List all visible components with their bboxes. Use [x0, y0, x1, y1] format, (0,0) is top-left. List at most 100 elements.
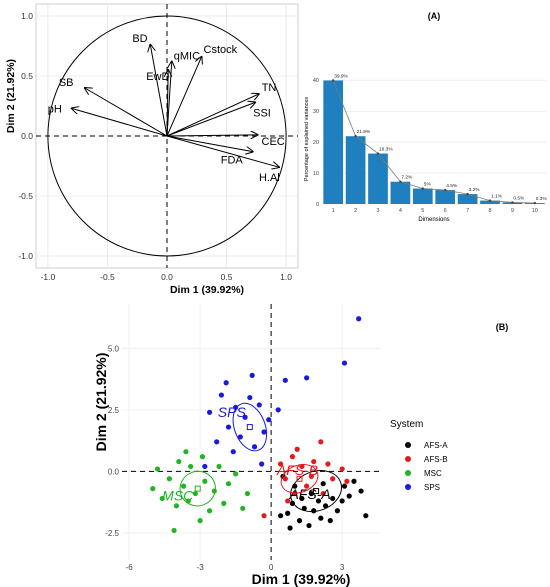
data-point	[249, 372, 255, 378]
data-point	[277, 461, 284, 467]
legend-label: AFS-B	[424, 455, 448, 464]
data-point	[154, 466, 161, 472]
data-point	[339, 466, 345, 472]
data-point	[304, 483, 310, 489]
data-point	[282, 476, 288, 482]
x-axis-title: Dimensions	[418, 217, 449, 223]
data-point	[358, 488, 364, 494]
data-point	[296, 518, 303, 524]
y-tick-label: 10	[313, 171, 319, 177]
value-label: 0.5%	[513, 195, 525, 201]
legend-swatch	[405, 442, 411, 448]
y-tick-label: 30	[313, 109, 319, 115]
y-axis-title: Dim 2 (21.92%)	[5, 59, 17, 133]
scree-plot-panel: (A) 0 10 20 30 40 1 2 3 4 5 6 7 8 9 10 39.9% 21.9% 16.3% 7.…	[304, 11, 547, 223]
data-point	[306, 522, 312, 529]
group-centroid	[313, 488, 320, 495]
scree-bar	[368, 153, 388, 204]
x-tick-label: 7	[466, 208, 469, 214]
y-tick-label: 2.5	[108, 406, 120, 415]
vector-arrow	[167, 70, 168, 137]
data-point	[301, 505, 307, 511]
x-tick-label: 9	[511, 208, 514, 214]
data-point	[282, 377, 288, 383]
vector-arrow	[166, 57, 202, 137]
group-centroid	[296, 475, 303, 482]
legend: System AFS-A AFS-B MSC SPS	[390, 419, 448, 492]
data-point	[233, 404, 239, 410]
vector-arrow	[72, 108, 168, 137]
data-point	[206, 409, 213, 415]
y-tick-label: -0.5	[18, 191, 33, 201]
data-point	[294, 446, 300, 452]
data-point	[327, 518, 333, 524]
value-label: 4.5%	[446, 183, 458, 189]
data-point	[192, 490, 198, 497]
data-point	[225, 481, 232, 487]
data-point	[334, 508, 340, 514]
data-point	[341, 483, 348, 489]
data-point	[346, 493, 352, 499]
data-point	[308, 490, 314, 497]
data-point	[159, 495, 165, 502]
data-point	[233, 471, 239, 477]
vector-arrow	[150, 45, 168, 137]
data-point	[259, 461, 265, 467]
data-point	[150, 486, 156, 492]
x-tick-label: 1.0	[280, 272, 292, 282]
group-centroid	[194, 485, 201, 492]
data-point	[183, 449, 189, 455]
vector-arrow	[166, 135, 258, 136]
scree-point	[376, 152, 380, 155]
legend-label: SPS	[424, 483, 440, 492]
data-point	[223, 380, 229, 386]
data-point	[289, 454, 296, 460]
data-point	[261, 513, 267, 519]
data-point	[225, 424, 232, 430]
data-point	[299, 463, 305, 470]
data-point	[221, 500, 227, 506]
plot-area	[122, 304, 380, 560]
data-point	[180, 483, 187, 489]
data-point	[202, 478, 208, 484]
vector-label: qMIC	[174, 51, 200, 63]
x-tick-label: -1.0	[41, 272, 56, 282]
data-point	[322, 503, 329, 509]
legend-swatch	[405, 470, 411, 476]
scree-bar	[457, 194, 478, 204]
data-point	[330, 495, 336, 502]
data-point	[261, 429, 267, 435]
vector-label: EwD	[146, 71, 169, 83]
scree-bar	[412, 188, 433, 204]
vector-label: TN	[262, 82, 277, 94]
legend-label: AFS-A	[424, 441, 448, 450]
data-point	[188, 463, 194, 470]
panel-label-b: (B)	[496, 322, 509, 332]
data-point	[256, 402, 262, 408]
data-point	[240, 505, 246, 511]
x-tick-label: 3	[376, 208, 379, 214]
scree-point	[354, 135, 357, 138]
data-point	[242, 414, 248, 420]
value-label: 39.9%	[334, 74, 348, 80]
vector-arrow	[166, 94, 259, 137]
data-point	[202, 463, 208, 470]
data-point	[318, 515, 324, 521]
data-point	[356, 316, 362, 322]
vector-label: pH	[48, 103, 62, 115]
data-point	[275, 407, 281, 413]
individuals-panel: -6 -3 0 3 -2.5 0.0 2.5 5.0 (B) AFS-A AFS-B MSC SPS Di…	[93, 304, 508, 587]
vector-arrow	[166, 102, 255, 137]
panel-label-a: (A)	[428, 11, 441, 21]
data-point	[176, 458, 182, 465]
scree-point	[533, 201, 536, 205]
data-point	[311, 458, 317, 465]
scree-point	[421, 187, 424, 190]
y-tick-label: -1.0	[18, 251, 33, 261]
scree-bar	[345, 136, 366, 204]
vector-arrow	[85, 88, 168, 137]
data-point	[197, 518, 203, 524]
x-tick-label: 0.0	[161, 272, 173, 282]
x-tick-label: 2	[354, 208, 357, 214]
data-point	[363, 513, 369, 519]
